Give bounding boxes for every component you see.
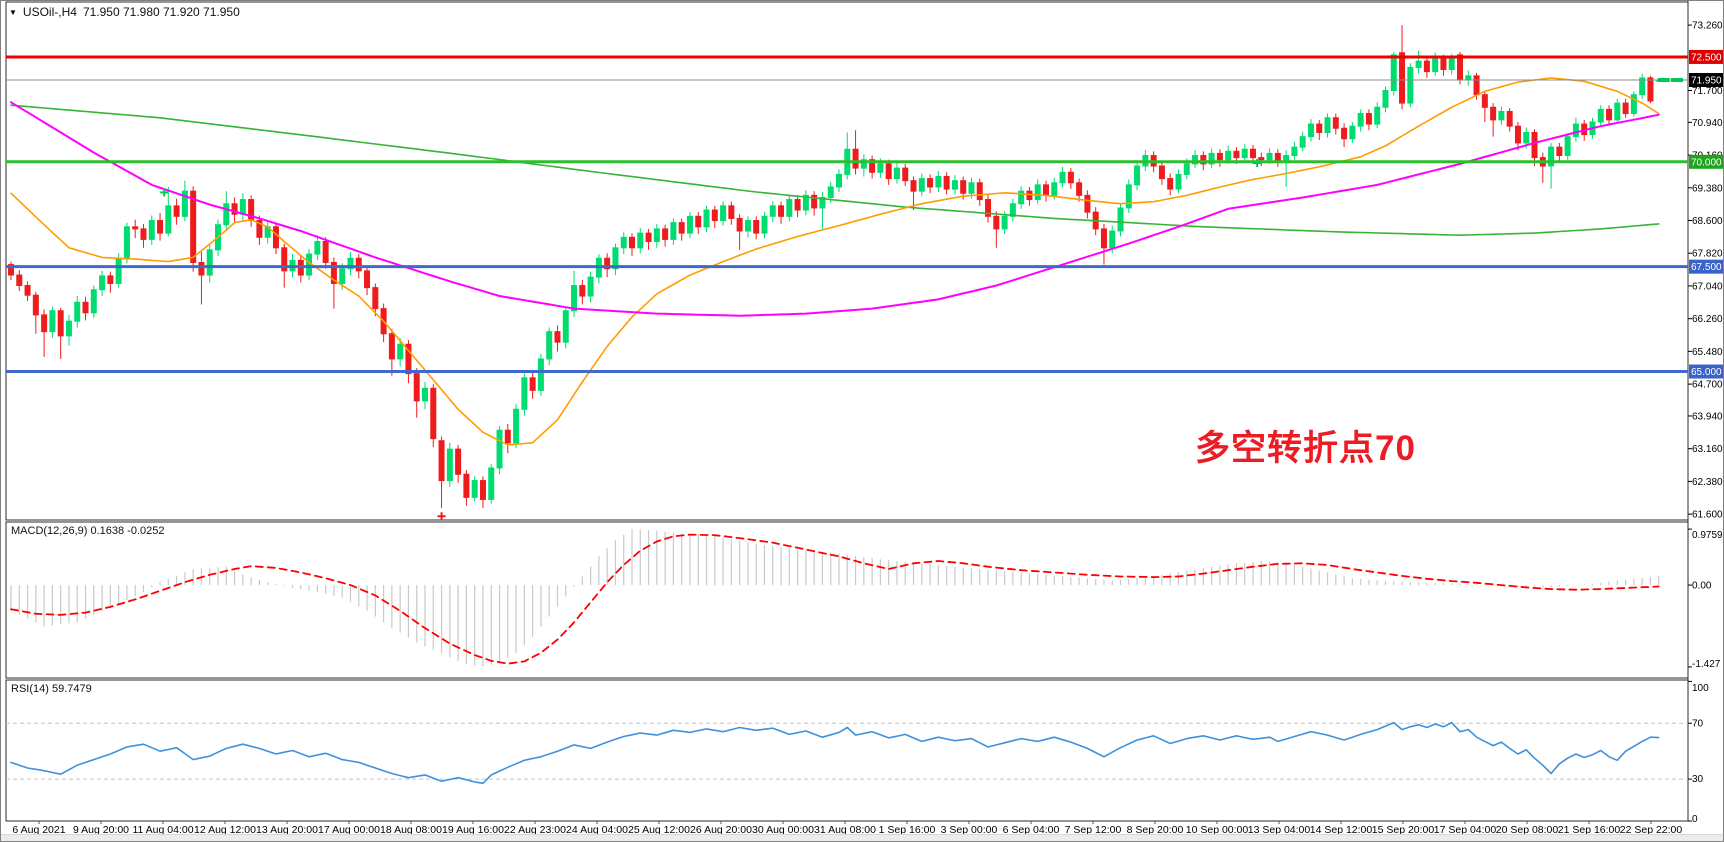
svg-text:65.480: 65.480 bbox=[1692, 347, 1723, 358]
svg-text:6 Aug 2021: 6 Aug 2021 bbox=[12, 824, 65, 836]
svg-text:70.000: 70.000 bbox=[1691, 157, 1722, 168]
price-badge-70.000[interactable] bbox=[1689, 154, 1724, 169]
svg-text:25 Aug 12:00: 25 Aug 12:00 bbox=[628, 824, 690, 836]
ohlc-values: 71.950 71.980 71.920 71.950 bbox=[82, 5, 240, 19]
svg-text:13 Aug 20:00: 13 Aug 20:00 bbox=[256, 824, 318, 836]
svg-text:10 Sep 00:00: 10 Sep 00:00 bbox=[1186, 824, 1249, 836]
svg-text:19 Aug 16:00: 19 Aug 16:00 bbox=[442, 824, 504, 836]
svg-text:68.600: 68.600 bbox=[1692, 216, 1723, 227]
macd-indicator-label: MACD(12,26,9) 0.1638 -0.0252 bbox=[11, 525, 165, 537]
chart-title: ▼ USOil-,H4 71.950 71.980 71.920 71.950 bbox=[9, 5, 240, 19]
rsi-indicator-label: RSI(14) 59.7479 bbox=[11, 683, 92, 695]
svg-text:71.700: 71.700 bbox=[1692, 86, 1723, 97]
svg-text:65.000: 65.000 bbox=[1691, 367, 1722, 378]
svg-text:26 Aug 20:00: 26 Aug 20:00 bbox=[690, 824, 752, 836]
svg-text:0.00: 0.00 bbox=[1692, 581, 1712, 592]
price-badge-72.500[interactable] bbox=[1689, 49, 1724, 64]
svg-text:14 Sep 12:00: 14 Sep 12:00 bbox=[1310, 824, 1373, 836]
svg-text:3 Sep 00:00: 3 Sep 00:00 bbox=[941, 824, 998, 836]
ma-mid-magenta-line bbox=[10, 101, 1660, 317]
annotation-text[interactable]: 多空转折点70 bbox=[1195, 429, 1416, 468]
svg-text:13 Sep 04:00: 13 Sep 04:00 bbox=[1248, 824, 1311, 836]
svg-text:11 Aug 04:00: 11 Aug 04:00 bbox=[132, 824, 193, 836]
panel-borders bbox=[5, 1, 1689, 822]
macd-histogram bbox=[10, 529, 1660, 667]
price-badges[interactable]: 72.500 70.000 67.500 65.000 71.950 bbox=[1689, 49, 1724, 379]
price-badge-65.000[interactable] bbox=[1689, 364, 1724, 379]
svg-text:22 Aug 23:00: 22 Aug 23:00 bbox=[504, 824, 566, 836]
svg-text:62.380: 62.380 bbox=[1692, 477, 1723, 488]
svg-text:1 Sep 16:00: 1 Sep 16:00 bbox=[879, 824, 936, 836]
svg-text:15 Sep 20:00: 15 Sep 20:00 bbox=[1372, 824, 1435, 836]
horizontal-lines[interactable] bbox=[6, 55, 1688, 374]
svg-text:22 Sep 22:00: 22 Sep 22:00 bbox=[1620, 824, 1683, 836]
symbol-period-label: USOil-,H4 bbox=[22, 5, 77, 19]
svg-text:64.700: 64.700 bbox=[1692, 380, 1723, 391]
svg-text:67.040: 67.040 bbox=[1692, 281, 1723, 292]
ma-fast-orange-line bbox=[10, 77, 1660, 446]
svg-text:12 Aug 12:00: 12 Aug 12:00 bbox=[194, 824, 256, 836]
time-axis[interactable]: 6 Aug 2021 9 Aug 20:00 11 Aug 04:00 12 Aug … bbox=[12, 821, 1682, 836]
rsi-level-lines bbox=[6, 722, 1688, 780]
ma-slow-green-line bbox=[10, 104, 1660, 236]
svg-text:72.500: 72.500 bbox=[1691, 52, 1722, 63]
symbol-dropdown-icon[interactable]: ▼ bbox=[9, 7, 17, 17]
bottom-strip bbox=[1, 834, 1723, 841]
svg-text:18 Aug 08:00: 18 Aug 08:00 bbox=[380, 824, 442, 836]
svg-text:70: 70 bbox=[1692, 718, 1704, 729]
svg-text:8 Sep 20:00: 8 Sep 20:00 bbox=[1127, 824, 1184, 836]
svg-text:63.940: 63.940 bbox=[1692, 411, 1723, 422]
svg-text:17 Sep 04:00: 17 Sep 04:00 bbox=[1434, 824, 1497, 836]
svg-text:61.600: 61.600 bbox=[1692, 510, 1723, 521]
svg-text:67.820: 67.820 bbox=[1692, 249, 1723, 260]
svg-text:70.940: 70.940 bbox=[1692, 118, 1723, 129]
indicator-axes: 0.9759 0.00 -1.427 100 70 30 0 bbox=[1688, 528, 1723, 825]
chart-markers bbox=[160, 78, 1683, 521]
svg-text:31 Aug 08:00: 31 Aug 08:00 bbox=[814, 824, 876, 836]
svg-text:63.160: 63.160 bbox=[1692, 444, 1723, 455]
svg-text:9 Aug 20:00: 9 Aug 20:00 bbox=[73, 824, 129, 836]
price-badge-71.950[interactable] bbox=[1689, 73, 1724, 88]
svg-text:100: 100 bbox=[1692, 683, 1709, 694]
rsi-line bbox=[10, 721, 1660, 785]
svg-text:71.950: 71.950 bbox=[1691, 76, 1722, 87]
svg-text:6 Sep 04:00: 6 Sep 04:00 bbox=[1003, 824, 1060, 836]
svg-text:7 Sep 12:00: 7 Sep 12:00 bbox=[1065, 824, 1122, 836]
svg-text:24 Aug 04:00: 24 Aug 04:00 bbox=[566, 824, 628, 836]
svg-text:30: 30 bbox=[1692, 774, 1704, 785]
svg-text:-1.427: -1.427 bbox=[1692, 659, 1721, 670]
svg-text:66.260: 66.260 bbox=[1692, 314, 1723, 325]
svg-text:73.260: 73.260 bbox=[1692, 21, 1723, 32]
svg-text:30 Aug 00:00: 30 Aug 00:00 bbox=[752, 824, 814, 836]
svg-text:20 Sep 08:00: 20 Sep 08:00 bbox=[1496, 824, 1559, 836]
macd-signal-line bbox=[10, 533, 1660, 665]
price-badge-67.500[interactable] bbox=[1689, 259, 1724, 274]
svg-text:67.500: 67.500 bbox=[1691, 262, 1722, 273]
svg-text:17 Aug 00:00: 17 Aug 00:00 bbox=[318, 824, 380, 836]
svg-text:69.380: 69.380 bbox=[1692, 183, 1723, 194]
svg-text:0: 0 bbox=[1692, 814, 1698, 825]
svg-text:0.9759: 0.9759 bbox=[1692, 530, 1723, 541]
svg-text:21 Sep 16:00: 21 Sep 16:00 bbox=[1558, 824, 1621, 836]
